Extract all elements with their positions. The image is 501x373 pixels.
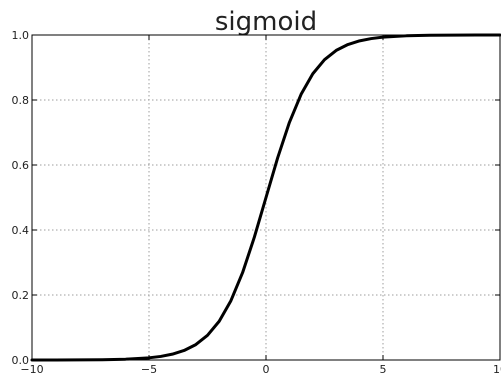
chart-title: sigmoid [215,7,317,37]
y-tick-label: 0.2 [12,289,30,302]
x-tick-label: −10 [20,363,43,373]
y-tick-label: 0.4 [12,224,30,237]
y-tick-label: 0.0 [12,354,30,367]
y-tick-label: 0.6 [12,159,30,172]
x-tick-label: 0 [263,363,270,373]
x-tick-label: −5 [141,363,157,373]
axis-ticks: −10 −5 0 5 10 0.0 0.2 0.4 0.6 0.8 1.0 [12,29,501,373]
y-tick-label: 0.8 [12,94,30,107]
y-tick-label: 1.0 [12,29,30,42]
x-tick-label: 10 [493,363,501,373]
x-tick-label: 5 [380,363,387,373]
